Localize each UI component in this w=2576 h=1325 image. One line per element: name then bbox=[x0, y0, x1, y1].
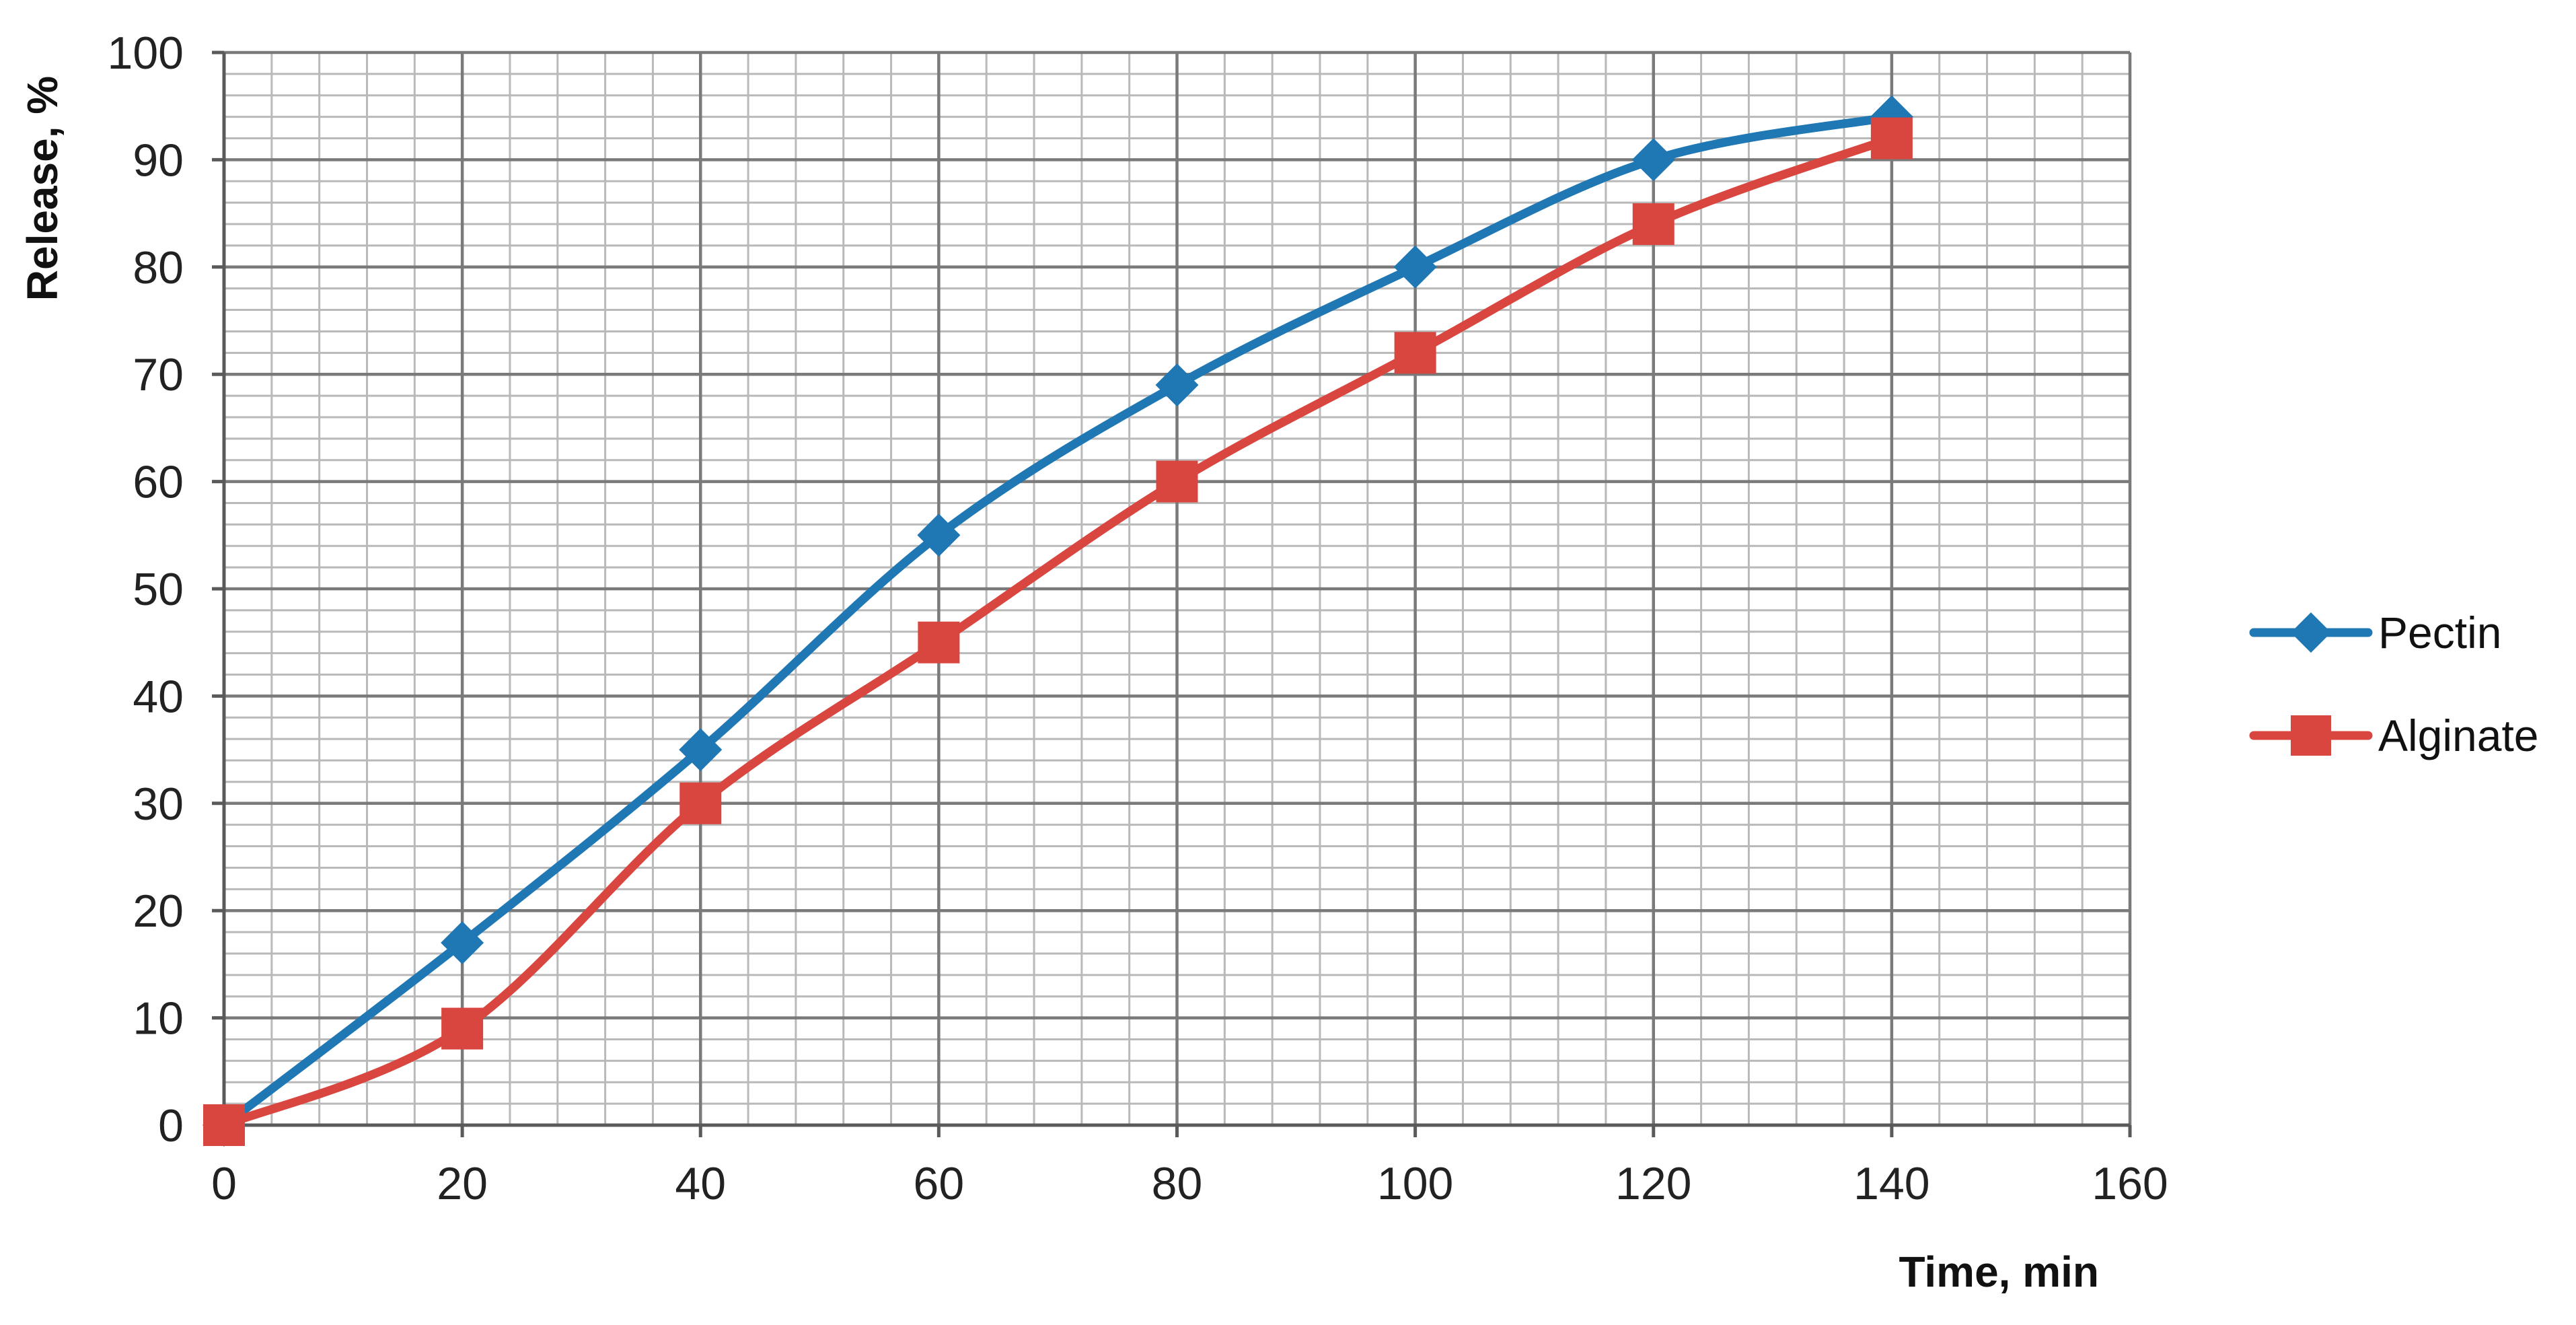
series-layer bbox=[203, 95, 1913, 1147]
x-tick-label: 100 bbox=[1377, 1158, 1453, 1209]
y-tick-label: 10 bbox=[133, 993, 184, 1044]
y-tick-label: 40 bbox=[133, 671, 184, 722]
y-tick-label: 30 bbox=[133, 779, 184, 830]
alginate-point bbox=[1156, 460, 1198, 503]
y-tick-label: 70 bbox=[133, 349, 184, 400]
legend-item-pectin: Pectin bbox=[2249, 608, 2501, 657]
y-tick-label: 50 bbox=[133, 564, 184, 615]
legend-label: Pectin bbox=[2378, 608, 2501, 657]
alginate-point bbox=[441, 1007, 484, 1050]
y-tick-label: 80 bbox=[133, 242, 184, 293]
x-tick-label: 80 bbox=[1152, 1158, 1203, 1209]
y-tick-label: 0 bbox=[158, 1100, 184, 1151]
legend-label: Alginate bbox=[2378, 711, 2539, 760]
alginate-point bbox=[203, 1104, 245, 1146]
x-tick-label: 140 bbox=[1853, 1158, 1929, 1209]
x-tick-label: 40 bbox=[675, 1158, 726, 1209]
alginate-point bbox=[1870, 117, 1913, 159]
y-axis-title: Release, % bbox=[18, 76, 67, 301]
pectin-point bbox=[441, 921, 484, 965]
x-tick-label: 0 bbox=[211, 1158, 237, 1209]
pectin-point bbox=[1155, 363, 1199, 407]
pectin-point bbox=[1393, 245, 1437, 289]
x-axis-title: Time, min bbox=[1899, 1248, 2099, 1296]
y-tick-label: 60 bbox=[133, 457, 184, 508]
x-tick-labels: 0 20 40 60 80 100 120 140 160 bbox=[211, 1158, 2168, 1209]
alginate-line bbox=[219, 134, 1897, 1130]
pectin-point bbox=[679, 728, 723, 772]
alginate-point bbox=[1632, 203, 1675, 246]
y-tick-label: 20 bbox=[133, 886, 184, 937]
series-alginate bbox=[203, 117, 1913, 1146]
alginate-point bbox=[679, 782, 722, 824]
x-tick-label: 20 bbox=[437, 1158, 488, 1209]
x-tick-label: 160 bbox=[2092, 1158, 2168, 1209]
y-tick-labels: 0 10 20 30 40 50 60 70 80 90 100 bbox=[108, 28, 184, 1151]
alginate-point bbox=[918, 621, 960, 664]
pectin-point bbox=[1631, 138, 1675, 182]
series-pectin bbox=[203, 95, 1913, 1147]
x-tick-label: 60 bbox=[914, 1158, 965, 1209]
legend-item-alginate: Alginate bbox=[2249, 711, 2539, 760]
pectin-point bbox=[917, 513, 961, 557]
alginate-point bbox=[1394, 332, 1436, 374]
y-tick-label: 100 bbox=[108, 28, 184, 79]
legend-swatch-marker bbox=[2291, 612, 2331, 653]
legend: Pectin Alginate bbox=[2249, 608, 2539, 760]
x-tick-label: 120 bbox=[1615, 1158, 1691, 1209]
legend-swatch-marker bbox=[2291, 715, 2331, 756]
y-tick-label: 90 bbox=[133, 135, 184, 186]
pectin-line bbox=[219, 112, 1897, 1130]
